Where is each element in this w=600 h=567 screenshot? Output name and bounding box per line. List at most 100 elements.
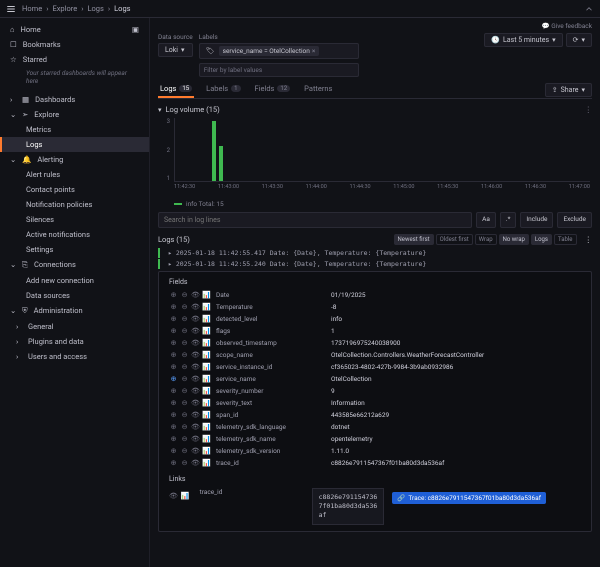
- eye-icon[interactable]: 👁: [191, 351, 200, 360]
- zoom-out-icon[interactable]: ⊖: [180, 375, 189, 384]
- zoom-out-icon[interactable]: ⊖: [180, 459, 189, 468]
- stats-icon[interactable]: 📊: [202, 411, 211, 420]
- sidebar-item-users-and-access[interactable]: ›Users and access: [0, 349, 149, 364]
- log-volume-header[interactable]: ▾ Log volume (15) ⋮: [158, 103, 592, 116]
- stats-icon[interactable]: 📊: [202, 315, 211, 324]
- zoom-out-icon[interactable]: ⊖: [180, 387, 189, 396]
- sidebar-item-bookmarks[interactable]: ☐Bookmarks: [0, 37, 149, 52]
- sidebar-item-settings[interactable]: Settings: [0, 242, 149, 257]
- zoom-out-icon[interactable]: ⊖: [180, 315, 189, 324]
- zoom-in-icon[interactable]: ⊕: [169, 411, 178, 420]
- chip-remove-icon[interactable]: ×: [312, 47, 315, 55]
- eye-icon[interactable]: 👁: [191, 411, 200, 420]
- zoom-in-icon[interactable]: ⊕: [169, 423, 178, 432]
- refresh-button[interactable]: ⟳▾: [566, 33, 592, 47]
- chevron-up-icon[interactable]: [584, 4, 594, 14]
- zoom-in-icon[interactable]: ⊕: [169, 363, 178, 372]
- sidebar-group-alerting[interactable]: ⌄🔔Alerting: [0, 152, 149, 167]
- zoom-in-icon[interactable]: ⊕: [169, 435, 178, 444]
- stats-icon[interactable]: 📊: [202, 435, 211, 444]
- share-button[interactable]: ⇪Share▾: [545, 83, 592, 97]
- zoom-in-icon[interactable]: ⊕: [169, 339, 178, 348]
- zoom-out-icon[interactable]: ⊖: [180, 423, 189, 432]
- eye-icon[interactable]: 👁: [191, 339, 200, 348]
- eye-icon[interactable]: 👁: [191, 423, 200, 432]
- zoom-in-icon[interactable]: ⊕: [169, 291, 178, 300]
- stats-icon[interactable]: 📊: [202, 351, 211, 360]
- view-opt-wrap[interactable]: Wrap: [475, 234, 497, 245]
- sidebar-item-logs[interactable]: Logs: [0, 137, 149, 152]
- zoom-out-icon[interactable]: ⊖: [180, 411, 189, 420]
- sidebar-item-data-sources[interactable]: Data sources: [0, 288, 149, 303]
- zoom-in-icon[interactable]: ⊕: [169, 447, 178, 456]
- sidebar-item-active-notifications[interactable]: Active notifications: [0, 227, 149, 242]
- stats-icon[interactable]: 📊: [202, 387, 211, 396]
- tab-patterns[interactable]: Patterns: [302, 81, 334, 98]
- eye-icon[interactable]: 👁: [191, 459, 200, 468]
- sidebar-item-home[interactable]: ⌂Home▣: [0, 22, 149, 37]
- tab-fields[interactable]: Fields12: [253, 81, 293, 98]
- exclude-button[interactable]: Exclude: [557, 212, 592, 228]
- datasource-select[interactable]: Loki▾: [158, 43, 193, 57]
- link-icons[interactable]: 👁📊: [169, 492, 190, 500]
- stats-icon[interactable]: 📊: [202, 447, 211, 456]
- zoom-out-icon[interactable]: ⊖: [180, 339, 189, 348]
- sidebar-group-administration[interactable]: ⌄⛨Administration: [0, 303, 149, 319]
- zoom-in-icon[interactable]: ⊕: [169, 387, 178, 396]
- sidebar-group-connections[interactable]: ⌄⎘Connections: [0, 257, 149, 273]
- sidebar-item-alert-rules[interactable]: Alert rules: [0, 167, 149, 182]
- eye-icon[interactable]: 👁: [191, 327, 200, 336]
- zoom-in-icon[interactable]: ⊕: [169, 351, 178, 360]
- menu-dots-icon[interactable]: ⋮: [585, 235, 593, 244]
- tab-logs[interactable]: Logs15: [158, 81, 194, 98]
- sidebar-item-starred[interactable]: ☆Starred: [0, 52, 149, 67]
- case-toggle[interactable]: Aa: [476, 212, 496, 228]
- label-chip[interactable]: service_name = OtelCollection×: [219, 46, 320, 56]
- zoom-out-icon[interactable]: ⊖: [180, 363, 189, 372]
- zoom-in-icon[interactable]: ⊕: [169, 375, 178, 384]
- menu-icon[interactable]: [6, 4, 16, 14]
- zoom-out-icon[interactable]: ⊖: [180, 303, 189, 312]
- view-opt-table[interactable]: Table: [554, 234, 577, 245]
- stats-icon[interactable]: 📊: [202, 327, 211, 336]
- sidebar-group-explore[interactable]: ⌄➣Explore: [0, 107, 149, 122]
- sidebar-item-contact-points[interactable]: Contact points: [0, 182, 149, 197]
- eye-icon[interactable]: 👁: [191, 447, 200, 456]
- zoom-out-icon[interactable]: ⊖: [180, 435, 189, 444]
- sidebar-item-notification-policies[interactable]: Notification policies: [0, 197, 149, 212]
- zoom-in-icon[interactable]: ⊕: [169, 327, 178, 336]
- zoom-out-icon[interactable]: ⊖: [180, 327, 189, 336]
- eye-icon[interactable]: 👁: [191, 399, 200, 408]
- zoom-in-icon[interactable]: ⊕: [169, 315, 178, 324]
- feedback-link[interactable]: 💬 Give feedback: [541, 22, 592, 30]
- zoom-in-icon[interactable]: ⊕: [169, 459, 178, 468]
- zoom-out-icon[interactable]: ⊖: [180, 399, 189, 408]
- panel-icon[interactable]: ▣: [132, 25, 139, 34]
- stats-icon[interactable]: 📊: [202, 291, 211, 300]
- stats-icon[interactable]: 📊: [202, 423, 211, 432]
- eye-icon[interactable]: 👁: [191, 303, 200, 312]
- zoom-out-icon[interactable]: ⊖: [180, 351, 189, 360]
- sidebar-group-dashboards[interactable]: ›▦Dashboards: [0, 92, 149, 107]
- zoom-in-icon[interactable]: ⊕: [169, 399, 178, 408]
- zoom-out-icon[interactable]: ⊖: [180, 291, 189, 300]
- stats-icon[interactable]: 📊: [202, 339, 211, 348]
- menu-dots-icon[interactable]: ⋮: [585, 105, 593, 114]
- view-opt-no-wrap[interactable]: No wrap: [499, 234, 529, 245]
- stats-icon[interactable]: 📊: [202, 375, 211, 384]
- sidebar-item-general[interactable]: ›General: [0, 319, 149, 334]
- tab-labels[interactable]: Labels1: [204, 81, 242, 98]
- time-range-button[interactable]: 🕓Last 5 minutes▾: [484, 33, 562, 47]
- regex-toggle[interactable]: .*: [500, 212, 517, 228]
- sidebar-item-add-new-connection[interactable]: Add new connection: [0, 273, 149, 288]
- view-opt-logs[interactable]: Logs: [531, 234, 552, 245]
- eye-icon[interactable]: 👁: [191, 387, 200, 396]
- eye-icon[interactable]: 👁: [191, 375, 200, 384]
- include-button[interactable]: Include: [520, 212, 553, 228]
- view-opt-newest-first[interactable]: Newest first: [394, 234, 434, 245]
- filter-input[interactable]: Filter by label values: [199, 63, 359, 77]
- log-search-input[interactable]: [158, 212, 472, 228]
- open-trace-button[interactable]: 🔗Trace: c8826e7911547367f01ba80d3da536af: [392, 492, 546, 504]
- eye-icon[interactable]: 👁: [191, 435, 200, 444]
- stats-icon[interactable]: 📊: [202, 459, 211, 468]
